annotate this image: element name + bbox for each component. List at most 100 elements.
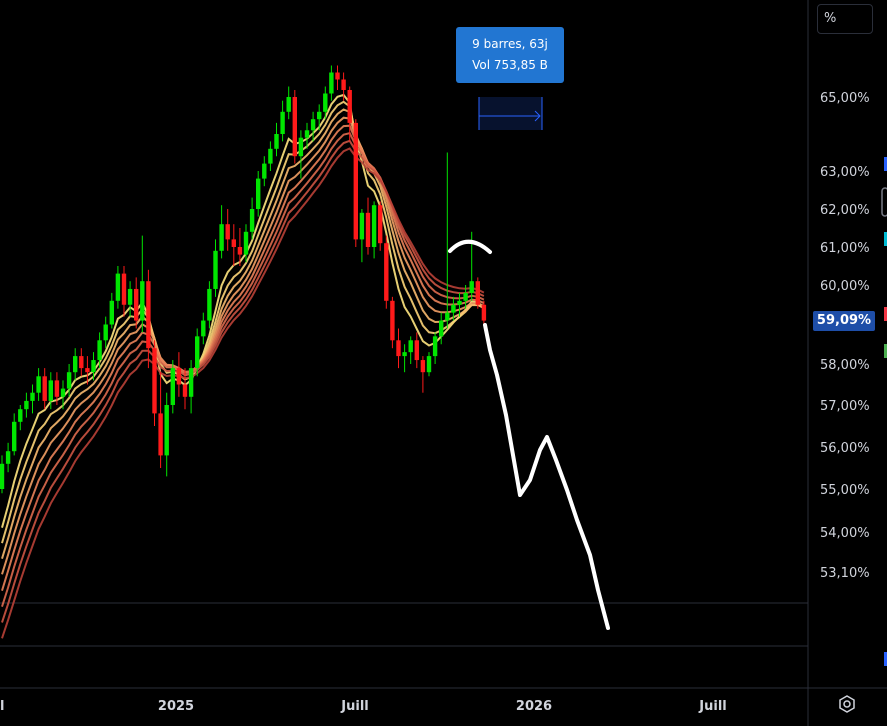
candle-body: [481, 304, 487, 321]
candle-body: [475, 281, 480, 305]
current-price-label: 59,09%: [813, 311, 875, 331]
ribbon-line: [1, 124, 485, 591]
ribbon-line: [1, 100, 485, 544]
candle-body: [109, 300, 114, 325]
candle-body: [317, 111, 322, 120]
scroll-handle: [881, 187, 887, 217]
indicator-marker: [884, 344, 887, 358]
candle-body: [414, 340, 419, 361]
candle-body: [396, 340, 401, 357]
candle-body: [347, 90, 352, 123]
candle-body: [353, 122, 358, 240]
y-tick-label: 57,00%: [820, 399, 870, 414]
candle-body: [359, 212, 365, 240]
settings-icon[interactable]: [837, 694, 857, 714]
candle-body: [121, 273, 127, 305]
candle-body: [249, 209, 255, 232]
ribbon-line: [1, 139, 485, 623]
candle-body: [451, 304, 456, 313]
candle-body: [378, 205, 383, 244]
candle-body: [85, 368, 90, 373]
candle-body: [256, 178, 261, 209]
candle-body: [426, 356, 432, 373]
y-tick-label: 54,00%: [820, 526, 870, 541]
candle-body: [310, 119, 316, 131]
measure-tooltip: 9 barres, 63j Vol 753,85 B: [456, 27, 564, 83]
x-tick-label: Juill: [340, 699, 368, 714]
candle-body: [24, 400, 29, 410]
ribbon-line: [1, 132, 485, 608]
measure-arrowhead: [534, 110, 541, 122]
candle-body: [262, 163, 267, 179]
measure-tooltip-bars: 9 barres, 63j: [472, 37, 548, 51]
measure-range-box: [479, 97, 542, 130]
candle-body: [384, 243, 389, 301]
candle-body: [371, 205, 377, 247]
candle-body: [42, 376, 47, 401]
candle-body: [432, 336, 438, 357]
drawn-projection-line: [483, 323, 610, 630]
candle-body: [286, 97, 291, 112]
ribbon-line: [1, 93, 485, 528]
candle-body: [329, 72, 334, 94]
candle-body: [5, 451, 11, 464]
x-tick-label: l: [0, 699, 4, 714]
candle-body: [237, 247, 243, 255]
candle-body: [30, 392, 35, 401]
candle-body: [365, 212, 371, 247]
y-tick-label: 53,10%: [820, 566, 870, 581]
candle-body: [280, 111, 285, 134]
candle-body: [213, 250, 218, 289]
candle-body: [463, 292, 468, 301]
y-tick-label: 62,00%: [820, 203, 870, 218]
indicator-marker: [884, 652, 887, 666]
y-tick-label: 56,00%: [820, 441, 870, 456]
candle-body: [146, 281, 151, 349]
candle-body: [298, 137, 304, 157]
candle-body: [225, 224, 230, 240]
candle-body: [91, 360, 96, 373]
x-tick-label: Juill: [698, 699, 726, 714]
candle-body: [292, 97, 297, 157]
unit-selector[interactable]: %: [817, 4, 873, 34]
candle-body: [469, 281, 474, 293]
candle-body: [164, 405, 169, 456]
y-tick-label: 65,00%: [820, 91, 870, 106]
y-tick-label: 58,00%: [820, 358, 870, 373]
indicator-marker: [884, 232, 887, 246]
candle-body: [268, 148, 273, 164]
candle-body: [79, 356, 84, 369]
y-tick-label: 60,00%: [820, 279, 870, 294]
ribbon-line: [1, 116, 485, 575]
candle-body: [341, 79, 346, 90]
y-tick-label: 61,00%: [820, 241, 870, 256]
indicator-marker: [884, 157, 887, 171]
y-tick-label: 63,00%: [820, 165, 870, 180]
candle-body: [158, 413, 163, 456]
candle-body: [66, 372, 72, 389]
candle-body: [54, 380, 60, 397]
candle-body: [0, 463, 5, 489]
candle-body: [274, 134, 279, 149]
candle-body: [323, 93, 328, 112]
candle-body: [127, 288, 133, 305]
candle-body: [152, 348, 157, 414]
candle-body: [445, 312, 450, 321]
candle-body: [97, 340, 102, 361]
candle-body: [188, 368, 194, 397]
candle-body: [243, 231, 249, 255]
drawn-arc: [448, 239, 492, 254]
candle-body: [115, 273, 121, 301]
ribbon-line: [1, 108, 485, 559]
y-tick-label: 55,00%: [820, 483, 870, 498]
candle-body: [408, 340, 413, 353]
candle-body: [170, 368, 175, 405]
candle-body: [231, 239, 236, 247]
candle-body: [207, 288, 212, 321]
x-tick-label: 2026: [516, 699, 552, 714]
candle-body: [402, 352, 407, 357]
candle-body: [335, 72, 340, 80]
candle-body: [12, 421, 17, 452]
